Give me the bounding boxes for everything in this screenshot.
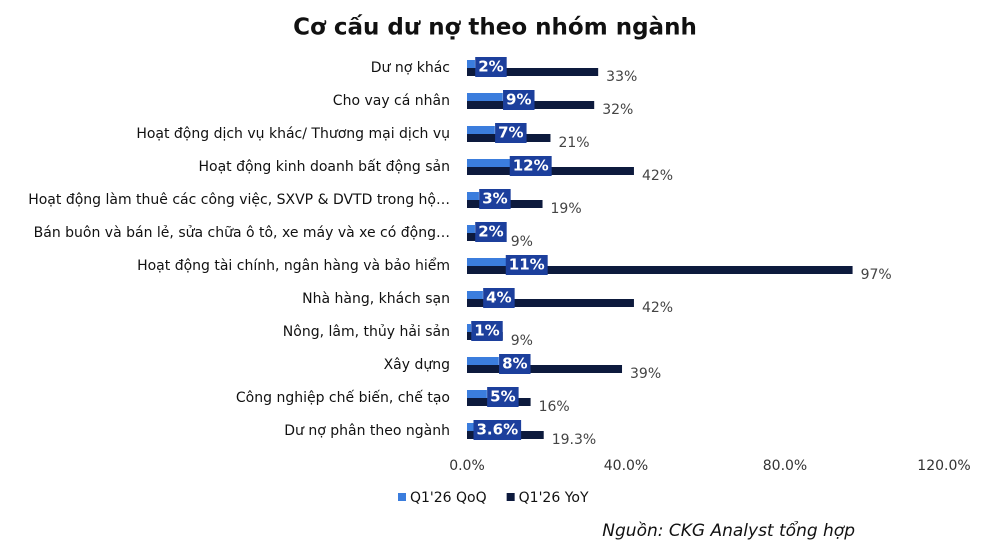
bar [467,159,515,167]
x-tick-label: 0.0% [449,458,485,474]
legend-swatch [506,493,515,501]
source-note: Nguồn: CKG Analyst tổng hợp [602,520,855,541]
bar [467,93,503,101]
x-tick-label: 120.0% [917,458,970,474]
data-label-box [499,354,531,374]
x-tick-label: 40.0% [604,458,648,474]
legend-swatch [398,493,406,501]
legend-label: Q1'26 QoQ [410,490,487,506]
data-label: 42% [642,300,673,316]
data-label: 32% [602,102,633,118]
data-label: 3.6% [477,421,519,439]
y-tick-label: Nhà hàng, khách sạn [302,291,450,307]
data-label: 2% [478,58,503,76]
data-label: 1% [474,322,499,340]
x-tick-label: 80.0% [763,458,807,474]
bar [467,126,495,134]
data-label-box [487,387,519,407]
y-tick-label: Dư nợ phân theo ngành [284,423,450,439]
data-label-box [475,57,507,77]
data-label: 2% [478,223,503,241]
data-label: 7% [498,124,523,142]
data-label: 19.3% [552,432,596,448]
data-label-box [495,123,527,143]
bar [467,324,471,332]
y-tick-label: Bán buôn và bán lẻ, sửa chữa ô tô, xe má… [34,225,450,241]
y-tick-label: Xây dựng [384,357,450,373]
y-tick-label: Nông, lâm, thủy hải sản [283,324,450,340]
y-tick-label: Hoạt động dịch vụ khác/ Thương mại dịch … [136,126,450,142]
y-tick-label: Công nghiệp chế biến, chế tạo [236,389,450,406]
data-label: 8% [502,355,527,373]
data-label: 33% [606,69,637,85]
bar [467,192,479,200]
chart-title: Cơ cấu dư nợ theo nhóm ngành [293,14,697,41]
data-label: 3% [482,190,507,208]
data-label-box [475,222,507,242]
data-label-box [503,90,535,110]
bar [467,68,599,76]
data-label-box [479,189,511,209]
data-label: 97% [861,267,892,283]
data-label: 4% [486,289,511,307]
data-label: 5% [490,388,515,406]
bar [467,365,623,373]
data-label-box [509,156,552,176]
data-label-box [471,321,503,341]
data-label: 11% [509,256,545,274]
legend-label: Q1'26 YoY [519,490,589,506]
y-tick-label: Hoạt động làm thuê các công việc, SXVP &… [28,192,450,208]
data-label: 16% [539,399,570,415]
data-label: 21% [558,135,589,151]
bar [467,60,475,68]
data-label: 9% [511,234,533,250]
data-label: 9% [511,333,533,349]
data-label: 12% [513,157,549,175]
bar [467,266,853,274]
bar [467,225,475,233]
bar [467,258,511,266]
bar [467,291,483,299]
data-label: 19% [551,201,582,217]
data-label-box [505,255,548,275]
bar [467,299,634,307]
y-tick-label: Cho vay cá nhân [333,93,450,109]
data-label: 39% [630,366,661,382]
y-tick-label: Hoạt động tài chính, ngân hàng và bảo hi… [137,257,450,274]
data-label: 42% [642,168,673,184]
data-label-box [483,288,515,308]
data-label-box [473,420,522,440]
y-tick-label: Hoạt động kinh doanh bất động sản [198,159,450,175]
data-label: 9% [506,91,531,109]
bar [467,357,499,365]
y-tick-label: Dư nợ khác [371,60,450,76]
bar [467,390,487,398]
